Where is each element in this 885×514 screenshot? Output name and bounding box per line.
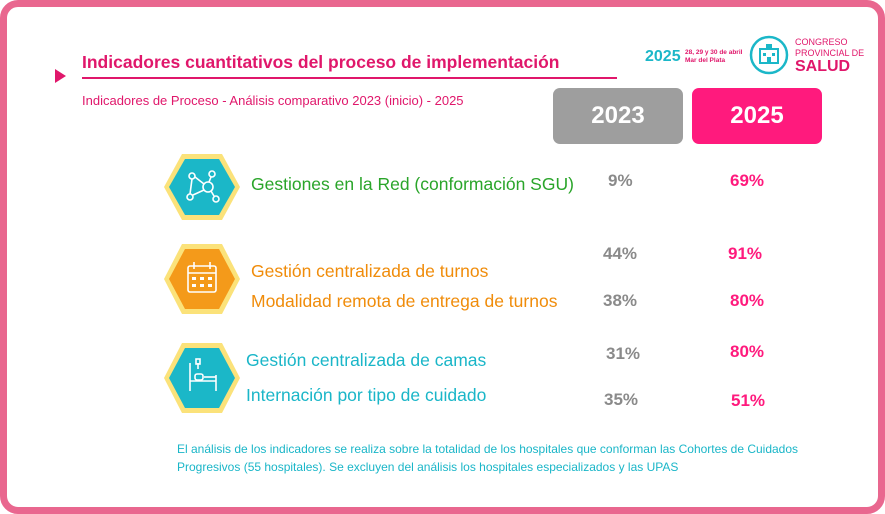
column-header-2023: 2023 <box>553 88 683 144</box>
value-2023: 44% <box>603 244 638 263</box>
slide-subtitle: Indicadores de Proceso - Análisis compar… <box>82 93 464 108</box>
indicator-label: Gestión centralizada de camas <box>246 350 487 370</box>
indicator-label: Internación por tipo de cuidado <box>246 385 487 405</box>
logo-dates-line2: Mar del Plata <box>685 56 726 64</box>
value-2025: 69% <box>730 171 765 190</box>
network-nodes-icon <box>164 154 240 220</box>
logo-line3: SALUD <box>795 58 851 75</box>
slide-title: Indicadores cuantitativos del proceso de… <box>82 52 560 72</box>
value-2023: 9% <box>608 171 633 190</box>
logo-year: 2025 <box>645 48 681 65</box>
value-2025: 80% <box>730 342 765 361</box>
value-2023: 35% <box>604 390 639 409</box>
logo-dates: 28, 29 y 30 de abril Mar del Plata <box>685 49 742 64</box>
calendar-icon <box>164 244 240 314</box>
hospital-building-icon <box>749 35 789 75</box>
title-arrow-icon <box>55 69 66 83</box>
indicator-label: Gestiones en la Red (conformación SGU) <box>251 174 574 194</box>
column-header-2025: 2025 <box>692 88 822 144</box>
value-2023: 31% <box>606 344 641 363</box>
indicator-label: Modalidad remota de entrega de turnos <box>251 291 558 311</box>
logo-line2: PROVINCIAL DE <box>795 48 865 58</box>
value-2023: 38% <box>603 291 638 310</box>
congress-logo: 2025 28, 29 y 30 de abril Mar del Plata … <box>645 33 875 81</box>
value-2025: 80% <box>730 291 765 310</box>
footnote: El análisis de los indicadores se realiz… <box>177 442 799 474</box>
value-2025: 91% <box>728 244 763 263</box>
logo-dates-line1: 28, 29 y 30 de abril <box>685 49 743 56</box>
indicator-label: Gestión centralizada de turnos <box>251 261 489 281</box>
logo-line1: CONGRESO <box>795 37 848 47</box>
value-2025: 51% <box>731 391 766 410</box>
title-underline <box>82 77 617 79</box>
hospital-bed-icon <box>164 343 240 413</box>
